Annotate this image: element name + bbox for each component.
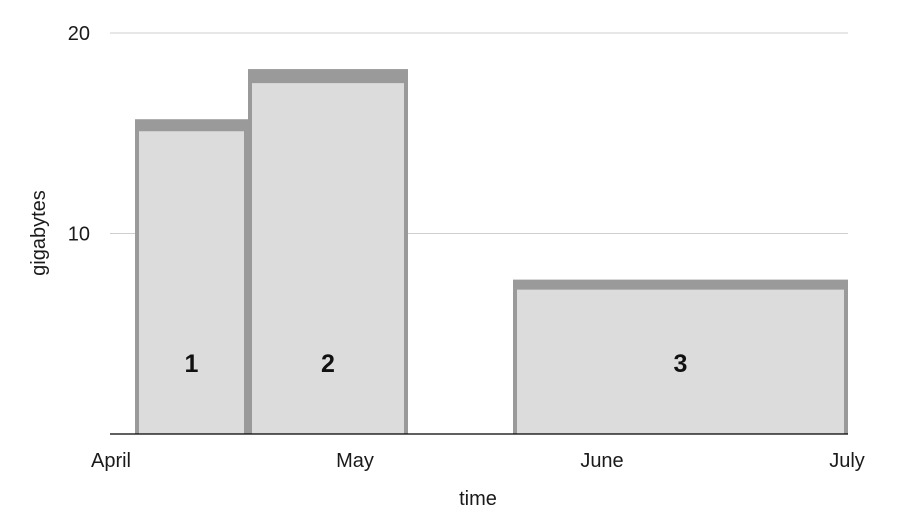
y-tick-labels: 10 20 — [68, 23, 90, 246]
x-tick-label: May — [336, 450, 374, 472]
x-tick-label: June — [580, 450, 623, 472]
y-tick-label: 10 — [68, 224, 90, 246]
bar-label-2: 2 — [321, 350, 335, 378]
bar-1-fill — [139, 131, 244, 434]
x-tick-label: July — [829, 450, 865, 472]
bar-3-fill — [517, 289, 844, 434]
x-axis-title: time — [459, 488, 497, 510]
bar-2-fill — [252, 83, 404, 434]
bar-label-1: 1 — [185, 350, 199, 378]
x-tick-labels: April May June July — [91, 450, 865, 472]
y-tick-label: 20 — [68, 23, 90, 45]
y-axis-title: gigabytes — [28, 190, 50, 276]
bars: 1 2 3 — [135, 69, 848, 434]
bar-label-3: 3 — [674, 350, 688, 378]
x-tick-label: April — [91, 450, 131, 472]
